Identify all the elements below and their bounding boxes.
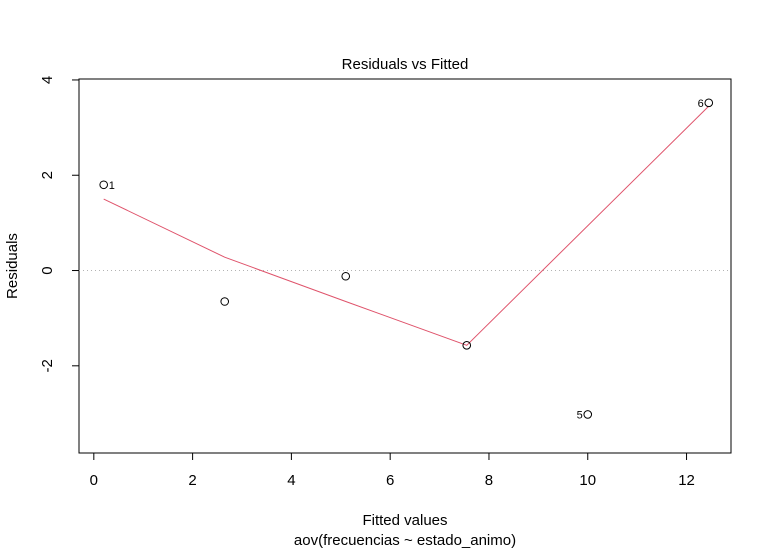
chart-subtitle: aov(frecuencias ~ estado_animo) xyxy=(294,532,516,549)
x-axis-label: Fitted values xyxy=(362,512,447,529)
residual-points: 1 5 6 xyxy=(99,98,714,421)
residual-point xyxy=(583,410,593,419)
y-axis-label: Residuals xyxy=(4,233,21,299)
x-tick-label: 8 xyxy=(485,472,493,489)
residual-point xyxy=(341,271,351,281)
x-tick-label: 12 xyxy=(678,472,695,489)
x-axis: 0 2 4 6 8 10 12 xyxy=(90,452,695,489)
y-tick-label: 2 xyxy=(39,171,56,179)
chart-title: Residuals vs Fitted xyxy=(342,56,469,73)
x-tick-label: 10 xyxy=(579,472,596,489)
smoother-line xyxy=(103,105,710,346)
y-tick-label: -2 xyxy=(39,359,56,372)
x-tick-label: 2 xyxy=(188,472,196,489)
y-tick-label: 4 xyxy=(39,76,56,84)
residual-point xyxy=(704,98,714,108)
y-axis: -2 0 2 4 xyxy=(39,76,80,372)
plot-frame xyxy=(78,78,732,454)
residual-point xyxy=(220,297,230,306)
residual-point xyxy=(462,341,472,350)
point-label: 1 xyxy=(109,180,115,192)
point-label: 6 xyxy=(698,98,704,110)
x-tick-label: 4 xyxy=(287,472,295,489)
x-tick-label: 0 xyxy=(90,472,98,489)
y-tick-label: 0 xyxy=(39,266,56,274)
point-label: 5 xyxy=(577,409,583,421)
x-tick-label: 6 xyxy=(386,472,394,489)
residual-point xyxy=(99,180,108,190)
